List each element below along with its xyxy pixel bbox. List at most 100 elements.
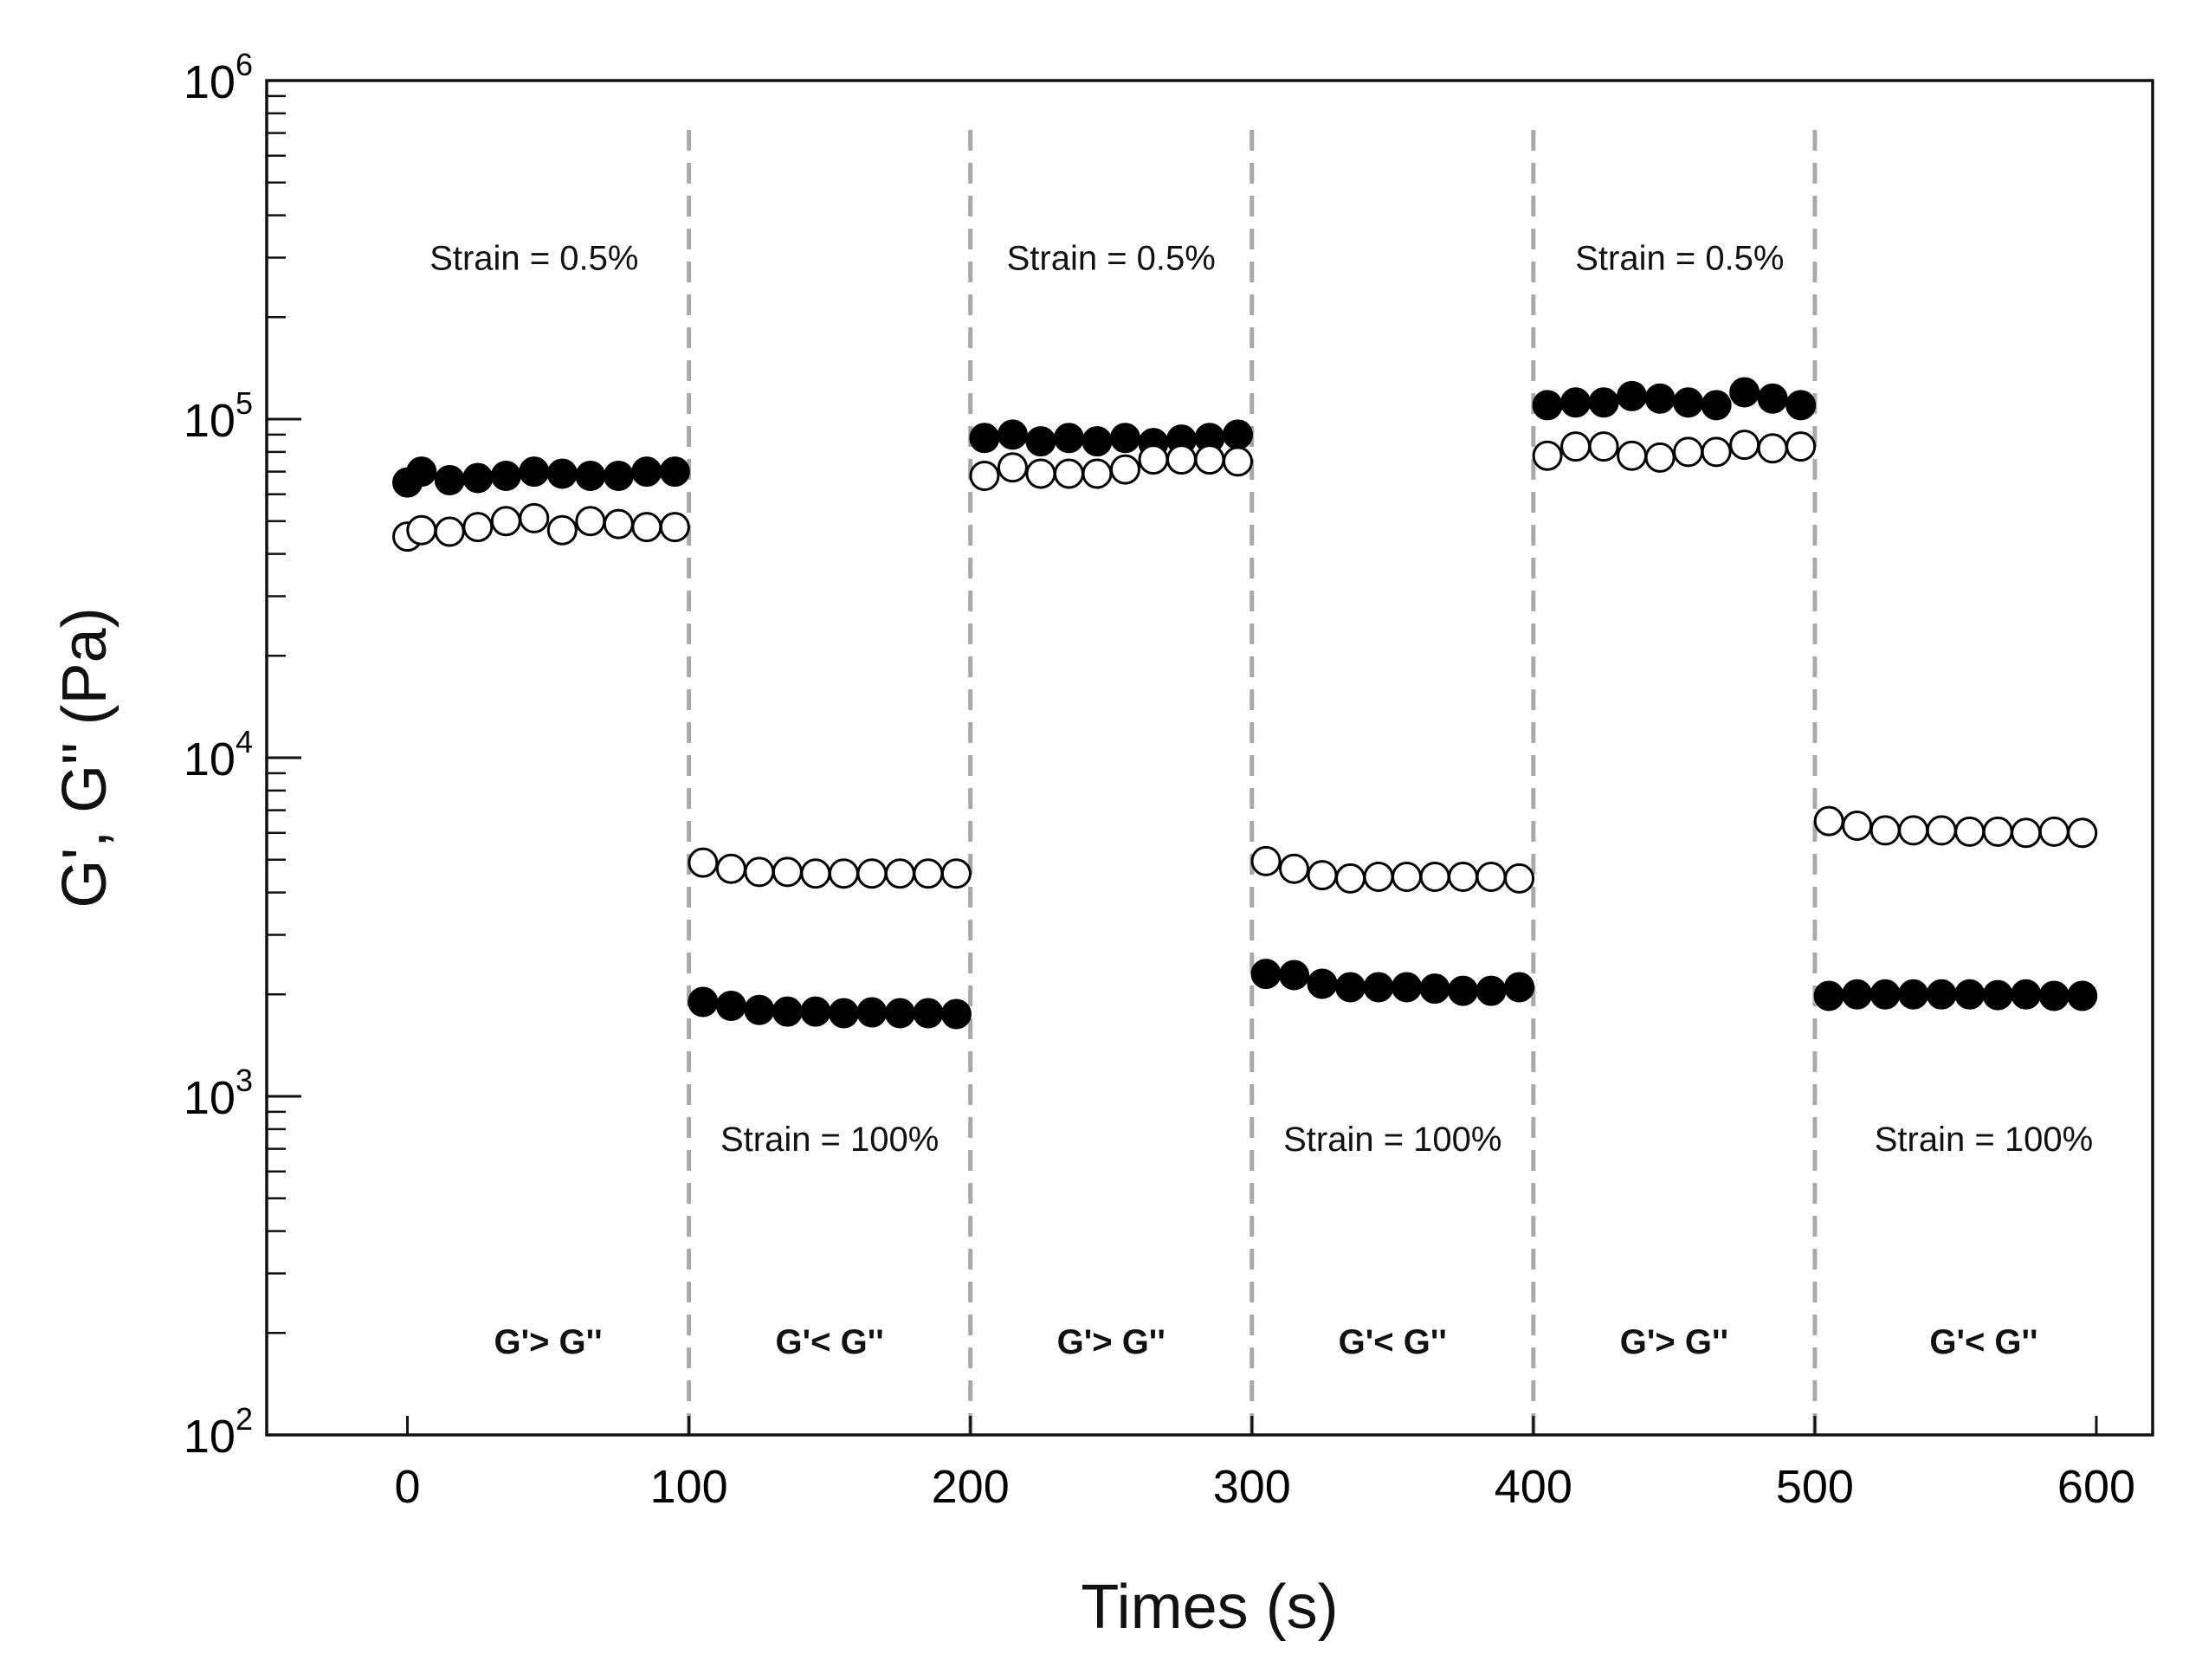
g-double-prime-point	[856, 858, 888, 889]
g-double-prime-point	[1954, 816, 1986, 847]
g-prime-point	[1363, 972, 1394, 1003]
g-double-prime-point	[1166, 444, 1197, 475]
g-double-prime-point	[490, 506, 521, 537]
strain-label: Strain = 100%	[1283, 1121, 1501, 1159]
g-prime-point	[1729, 377, 1760, 408]
g-prime-point	[575, 460, 606, 491]
g-double-prime-point	[1926, 815, 1957, 846]
g-prime-point	[659, 456, 690, 488]
g-prime-point	[856, 997, 888, 1028]
g-prime-point	[1644, 383, 1676, 414]
phase-boundaries	[687, 130, 1818, 1435]
g-prime-point	[462, 462, 494, 494]
g-double-prime-point	[1673, 436, 1704, 468]
g-prime-point	[434, 465, 465, 496]
g-double-prime-point	[884, 858, 915, 889]
g-double-prime-point	[1307, 860, 1338, 891]
g-double-prime-point	[1419, 861, 1450, 892]
g-double-prime-point	[1475, 861, 1507, 892]
g-double-prime-point	[772, 856, 803, 888]
x-tick-label: 400	[1495, 1461, 1572, 1513]
g-prime-point	[1813, 980, 1844, 1011]
g-double-prime-point	[1898, 815, 1929, 846]
g-double-prime-point	[1869, 815, 1901, 846]
g-prime-point	[1504, 972, 1535, 1003]
g-double-prime-point	[997, 452, 1028, 483]
g-prime-point	[1954, 979, 1986, 1010]
g-prime-point	[744, 994, 775, 1025]
g-double-prime-point	[1617, 440, 1648, 471]
g-double-prime-point	[1982, 816, 2013, 847]
g-double-prime-point	[2067, 817, 2098, 849]
g-double-prime-point	[913, 858, 944, 889]
series-g-prime	[392, 377, 2098, 1030]
modulus-relation-label: G'> G''	[1057, 1323, 1166, 1361]
g-prime-point	[1279, 960, 1310, 991]
g-prime-point	[519, 456, 550, 488]
g-double-prime-point	[715, 853, 746, 884]
y-tick-label: 102	[184, 1401, 253, 1463]
g-double-prime-point	[519, 502, 550, 533]
data-series	[392, 377, 2098, 1030]
g-double-prime-point	[1082, 458, 1113, 489]
g-prime-point	[1053, 423, 1084, 454]
g-double-prime-point	[1757, 433, 1788, 464]
g-double-prime-point	[940, 858, 972, 889]
annotations: Strain = 0.5% Strain = 0.5% Strain = 0.5% S…	[429, 239, 2093, 1361]
g-double-prime-point	[1729, 430, 1760, 461]
g-prime-point	[1588, 387, 1619, 418]
g-prime-point	[1673, 387, 1704, 418]
g-prime-point	[1082, 426, 1113, 457]
g-prime-point	[2011, 979, 2042, 1010]
g-double-prime-point	[1194, 444, 1225, 475]
strain-label: Strain = 0.5%	[429, 239, 638, 277]
g-double-prime-point	[800, 858, 831, 889]
g-double-prime-point	[1842, 810, 1873, 841]
g-prime-point	[603, 460, 634, 491]
g-prime-point	[1757, 383, 1788, 414]
g-double-prime-point	[2038, 816, 2070, 847]
x-tick-label: 300	[1213, 1461, 1291, 1513]
modulus-relation-label: G'< G''	[1339, 1323, 1447, 1361]
g-prime-point	[688, 986, 719, 1018]
g-double-prime-point	[1109, 454, 1140, 485]
g-prime-point	[997, 419, 1028, 450]
g-prime-point	[631, 456, 662, 488]
g-double-prime-point	[1025, 458, 1056, 489]
g-double-prime-point	[1701, 436, 1732, 468]
g-prime-point	[1898, 979, 1929, 1010]
g-prime-point	[1025, 426, 1056, 457]
y-tick-label: 104	[184, 724, 253, 785]
g-prime-point	[1448, 975, 1479, 1006]
x-tick-label: 0	[395, 1461, 421, 1513]
g-double-prime-point	[1279, 853, 1310, 884]
g-double-prime-point	[603, 508, 634, 540]
g-double-prime-point	[1532, 440, 1563, 471]
g-prime-point	[1982, 979, 2013, 1011]
x-tick-label: 100	[650, 1461, 728, 1513]
g-double-prime-point	[1504, 863, 1535, 894]
g-double-prime-point	[1392, 861, 1423, 892]
y-axis: 102 103 104 105 106	[184, 47, 301, 1463]
modulus-relation-label: G'< G''	[776, 1323, 884, 1361]
g-prime-point	[1532, 390, 1563, 421]
x-tick-label: 500	[1776, 1461, 1854, 1513]
g-double-prime-point	[744, 856, 775, 888]
g-prime-point	[406, 456, 437, 488]
g-double-prime-point	[2011, 817, 2042, 849]
g-prime-point	[2067, 980, 2098, 1011]
g-double-prime-point	[462, 512, 494, 543]
g-double-prime-point	[434, 516, 465, 547]
y-tick-label: 105	[184, 385, 253, 447]
g-prime-point	[1475, 975, 1507, 1006]
g-prime-point	[828, 998, 859, 1029]
x-axis: 0 100 200 300 400 500 600	[395, 1416, 2135, 1513]
g-double-prime-point	[1363, 861, 1394, 892]
strain-label: Strain = 100%	[720, 1121, 939, 1159]
g-prime-point	[1392, 972, 1423, 1003]
modulus-relation-label: G'< G''	[1929, 1323, 2037, 1361]
g-double-prime-point	[575, 506, 606, 537]
strain-label: Strain = 100%	[1875, 1121, 2093, 1159]
